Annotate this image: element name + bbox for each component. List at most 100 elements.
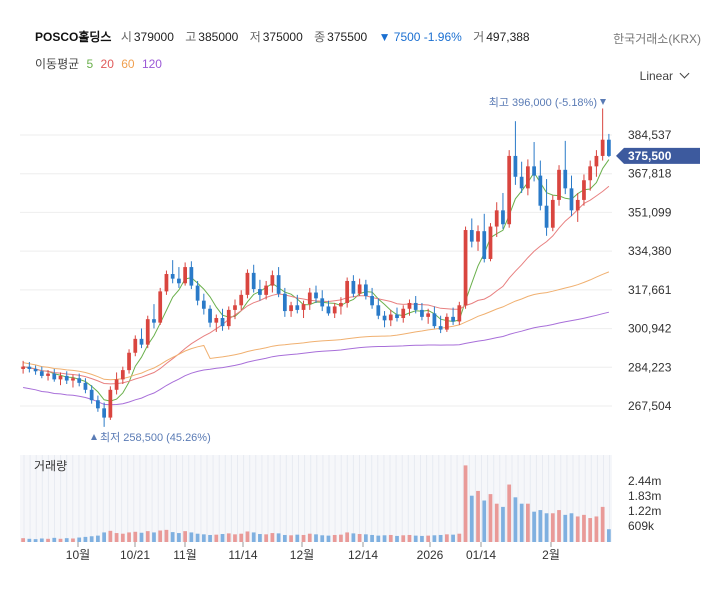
volume-bar xyxy=(177,533,181,542)
volume-bar xyxy=(557,510,561,542)
candle-body xyxy=(363,284,368,297)
candle-body xyxy=(46,373,50,376)
candle-body xyxy=(183,267,188,284)
volume-bar xyxy=(102,532,106,542)
volume-bar xyxy=(83,536,88,542)
volume-bar xyxy=(152,532,156,542)
volume-bar xyxy=(550,513,555,542)
volume-bar xyxy=(276,533,281,542)
volume-bar xyxy=(339,534,343,542)
ma-5-line xyxy=(23,159,610,402)
current-price-tag xyxy=(616,147,700,164)
volume-bar xyxy=(145,531,150,542)
volume-bar xyxy=(139,532,144,542)
candle-body xyxy=(114,379,119,390)
y-tick-label: 284,223 xyxy=(628,360,672,374)
ma-120[interactable]: 120 xyxy=(141,57,162,71)
volume-bar xyxy=(326,535,331,542)
axis-labels: 384,537 367,818 351,099 334,380 317,661 300,9… xyxy=(34,128,672,562)
volume-bar xyxy=(39,538,44,542)
volume-bar xyxy=(64,538,69,542)
volume-bar xyxy=(52,537,57,542)
candle-body xyxy=(594,155,599,167)
candle-body xyxy=(401,308,406,319)
volume-bar xyxy=(395,535,399,542)
volume-bar xyxy=(519,503,524,542)
scale-dropdown[interactable]: Linear xyxy=(639,68,690,83)
volume-bar xyxy=(332,534,337,542)
open-value: 379000 xyxy=(133,30,174,44)
volume-bar xyxy=(513,497,518,542)
volume-bar xyxy=(27,538,32,542)
volume-bar xyxy=(426,535,431,542)
candle-body xyxy=(301,304,306,310)
high-value: 385000 xyxy=(198,30,239,44)
candle-body xyxy=(220,318,225,327)
candle-body xyxy=(532,166,536,176)
candle-body xyxy=(607,139,611,156)
volume-bar xyxy=(563,514,568,542)
candle-body xyxy=(544,205,549,228)
ma-20[interactable]: 20 xyxy=(100,57,114,71)
volume-bar xyxy=(307,533,312,542)
volume-background xyxy=(20,455,612,542)
grid xyxy=(20,134,612,407)
candle-body xyxy=(21,366,25,369)
ma-120-line xyxy=(23,311,610,406)
x-tick-label: 2월 xyxy=(542,548,560,562)
candle-body xyxy=(233,305,237,310)
candle-body xyxy=(345,280,350,303)
candle-body xyxy=(326,306,331,314)
volume-bar xyxy=(220,534,225,542)
max-marker-icon xyxy=(600,99,606,105)
volume-bar xyxy=(208,534,212,542)
stock-name: POSCO홀딩스 xyxy=(35,30,112,44)
candle-body xyxy=(451,316,455,322)
candle-body xyxy=(557,169,561,200)
candle-body xyxy=(108,389,113,418)
volume-bar xyxy=(588,518,593,542)
candle-body xyxy=(413,302,418,310)
candle-body xyxy=(58,375,63,380)
candle-body xyxy=(382,315,387,321)
candle-body xyxy=(457,305,462,322)
volume-bars xyxy=(21,465,611,542)
volume-bar xyxy=(301,534,306,542)
volume-bar xyxy=(501,506,505,542)
candle-body xyxy=(52,373,57,380)
volume-bar xyxy=(569,513,574,542)
volume-bar xyxy=(476,490,480,542)
ma-60[interactable]: 60 xyxy=(121,57,135,71)
volume-bar xyxy=(382,535,387,542)
ma-5[interactable]: 5 xyxy=(86,57,94,71)
candle-body xyxy=(376,305,381,316)
volume-bar xyxy=(183,531,188,542)
candle-body xyxy=(438,326,443,330)
candle-body xyxy=(77,378,82,383)
candle-body xyxy=(420,309,424,317)
close-label: 종 xyxy=(314,30,326,44)
volume-bar xyxy=(245,531,250,542)
scale-label: Linear xyxy=(639,69,673,83)
volume-bar xyxy=(127,532,131,542)
volume-bar xyxy=(320,535,325,542)
volume-bar xyxy=(239,533,244,542)
volume-bar xyxy=(463,465,468,542)
candle-body xyxy=(201,300,206,309)
candle-body xyxy=(208,308,212,323)
volume-bar xyxy=(538,510,543,542)
volume-bar xyxy=(526,503,530,542)
candle-body xyxy=(482,231,487,259)
candle-body xyxy=(258,289,262,295)
volume-bar xyxy=(469,495,474,542)
volume-bar xyxy=(494,503,499,542)
x-tick-label: 2026 xyxy=(417,548,444,562)
candle-body xyxy=(519,176,524,189)
high-label: 고 xyxy=(185,30,197,44)
exchange-label: 한국거래소(KRX) xyxy=(613,32,701,46)
volume-bar xyxy=(482,500,487,542)
volume-tick-label: 1.83m xyxy=(628,489,661,503)
volume-bar xyxy=(600,506,605,542)
volume-bar xyxy=(46,538,50,542)
